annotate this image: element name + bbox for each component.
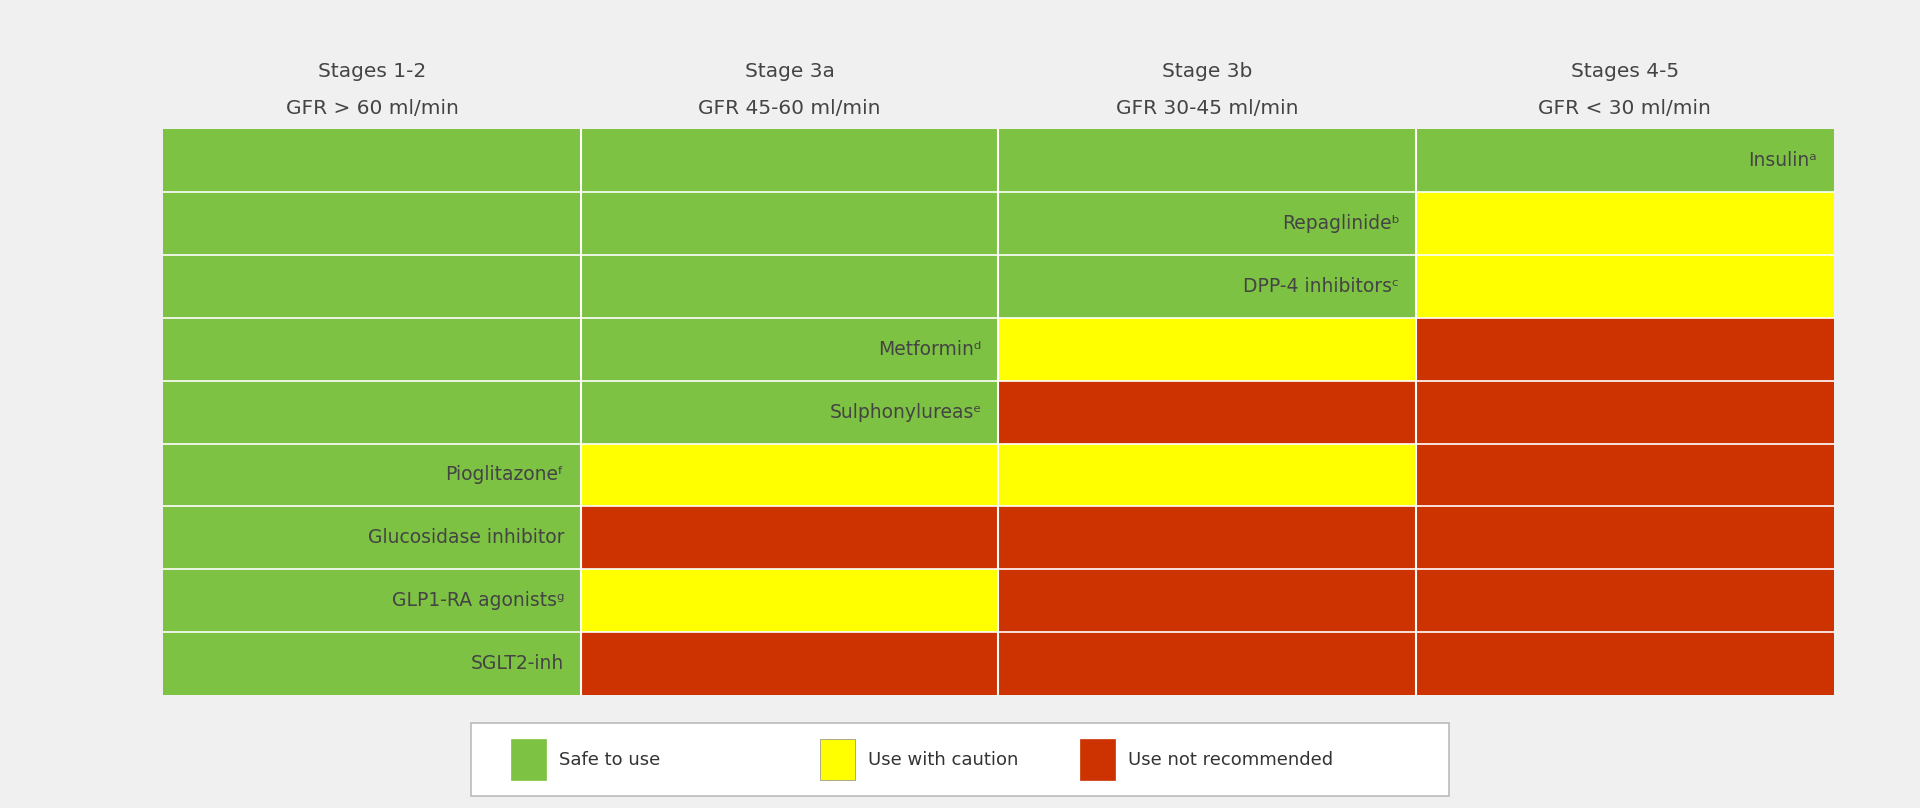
Text: Safe to use: Safe to use — [559, 751, 660, 768]
Text: GFR > 60 ml/min: GFR > 60 ml/min — [286, 99, 459, 118]
Text: Stages 1-2: Stages 1-2 — [319, 62, 426, 81]
Text: Glucosidase inhibitor: Glucosidase inhibitor — [367, 528, 564, 547]
Text: GFR < 30 ml/min: GFR < 30 ml/min — [1538, 99, 1711, 118]
Text: Metforminᵈ: Metforminᵈ — [877, 339, 981, 359]
Text: Use not recommended: Use not recommended — [1127, 751, 1332, 768]
Text: SGLT2-inh: SGLT2-inh — [470, 654, 564, 673]
Text: Repaglinideᵇ: Repaglinideᵇ — [1283, 214, 1400, 233]
Text: Stages 4-5: Stages 4-5 — [1571, 62, 1678, 81]
FancyBboxPatch shape — [470, 723, 1450, 796]
Text: GFR 45-60 ml/min: GFR 45-60 ml/min — [699, 99, 881, 118]
Text: Use with caution: Use with caution — [868, 751, 1018, 768]
Bar — [820, 739, 854, 780]
Text: DPP-4 inhibitorsᶜ: DPP-4 inhibitorsᶜ — [1244, 277, 1400, 296]
Text: GFR 30-45 ml/min: GFR 30-45 ml/min — [1116, 99, 1298, 118]
Text: Sulphonylureasᵉ: Sulphonylureasᵉ — [829, 402, 981, 422]
Text: Stage 3a: Stage 3a — [745, 62, 835, 81]
Text: Insulinᵃ: Insulinᵃ — [1749, 151, 1816, 170]
Bar — [511, 739, 545, 780]
Text: GLP1-RA agonistsᵍ: GLP1-RA agonistsᵍ — [392, 591, 564, 610]
Text: Pioglitazoneᶠ: Pioglitazoneᶠ — [445, 465, 564, 485]
Bar — [1079, 739, 1116, 780]
Text: Stage 3b: Stage 3b — [1162, 62, 1252, 81]
